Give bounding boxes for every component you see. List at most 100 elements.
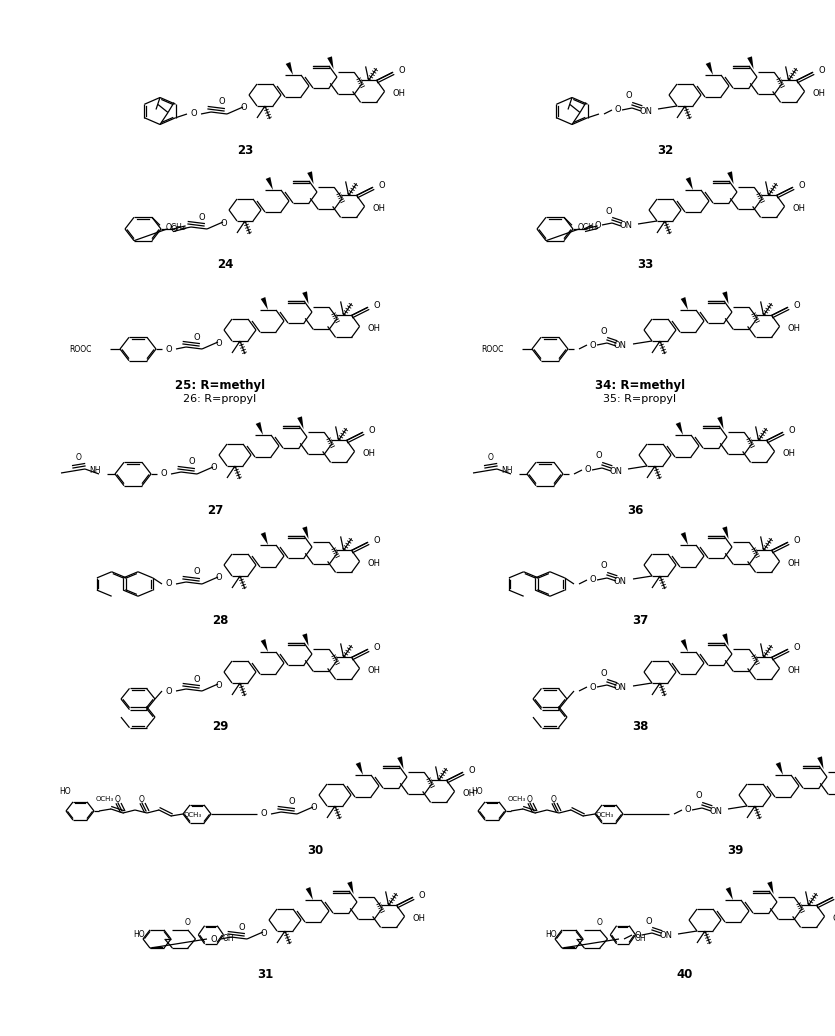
- Text: OH: OH: [367, 558, 381, 568]
- Text: 28: 28: [212, 613, 228, 627]
- Polygon shape: [717, 416, 724, 429]
- Text: O: O: [289, 798, 296, 806]
- Polygon shape: [261, 297, 268, 310]
- Text: O: O: [398, 66, 405, 75]
- Polygon shape: [747, 56, 754, 69]
- Text: O: O: [199, 212, 205, 222]
- Text: OH: OH: [367, 324, 381, 333]
- Text: NH: NH: [501, 466, 513, 474]
- Text: HO: HO: [472, 787, 483, 797]
- Text: O: O: [219, 97, 225, 107]
- Text: OH: OH: [463, 788, 476, 798]
- Text: O: O: [468, 766, 475, 775]
- Text: O: O: [600, 326, 607, 336]
- Text: 36: 36: [627, 503, 643, 517]
- Text: OCH₃: OCH₃: [96, 796, 114, 802]
- Text: O: O: [160, 469, 167, 479]
- Text: O: O: [793, 536, 800, 545]
- Text: 31: 31: [257, 969, 273, 981]
- Polygon shape: [302, 526, 309, 539]
- Text: O: O: [139, 795, 145, 804]
- Text: ROOC: ROOC: [69, 345, 92, 353]
- Text: OH: OH: [787, 666, 801, 674]
- Text: O: O: [685, 806, 691, 814]
- Text: O: O: [261, 809, 267, 818]
- Text: ON: ON: [614, 342, 627, 350]
- Text: O: O: [261, 928, 267, 938]
- Text: O: O: [645, 917, 652, 925]
- Text: O: O: [210, 934, 217, 944]
- Polygon shape: [726, 887, 733, 900]
- Polygon shape: [327, 56, 334, 69]
- Text: O: O: [788, 426, 795, 435]
- Text: O: O: [595, 452, 602, 460]
- Text: 32: 32: [657, 144, 673, 156]
- Text: O: O: [373, 300, 380, 310]
- Text: O: O: [210, 463, 217, 472]
- Text: 30: 30: [307, 843, 323, 857]
- Text: O: O: [239, 922, 245, 931]
- Text: O: O: [793, 300, 800, 310]
- Text: ROOC: ROOC: [482, 345, 504, 353]
- Polygon shape: [722, 291, 729, 305]
- Text: O: O: [190, 110, 197, 118]
- Text: O: O: [793, 643, 800, 652]
- Text: O: O: [590, 683, 596, 691]
- Text: ON: ON: [639, 107, 652, 115]
- Text: OH: OH: [812, 89, 826, 97]
- Text: O: O: [696, 792, 702, 801]
- Text: O: O: [418, 891, 425, 900]
- Text: O: O: [220, 219, 227, 228]
- Text: 34: R=methyl: 34: R=methyl: [595, 378, 685, 392]
- Text: ON: ON: [709, 806, 722, 815]
- Text: ON: ON: [659, 931, 672, 941]
- Text: O: O: [189, 458, 195, 466]
- Polygon shape: [397, 756, 403, 769]
- Text: OCH₃: OCH₃: [184, 812, 202, 817]
- Polygon shape: [302, 633, 309, 646]
- Text: 29: 29: [212, 720, 228, 733]
- Polygon shape: [681, 639, 688, 652]
- Polygon shape: [681, 297, 688, 310]
- Text: O: O: [311, 804, 317, 812]
- Text: O: O: [818, 66, 825, 75]
- Polygon shape: [776, 762, 783, 775]
- Text: O: O: [215, 339, 222, 347]
- Polygon shape: [297, 416, 304, 429]
- Text: HO: HO: [134, 930, 145, 940]
- Text: O: O: [165, 345, 172, 353]
- Text: 33: 33: [637, 259, 653, 271]
- Text: O: O: [590, 576, 596, 584]
- Text: O: O: [215, 681, 222, 690]
- Text: 23: 23: [237, 144, 253, 156]
- Text: O: O: [590, 341, 596, 349]
- Polygon shape: [347, 882, 353, 894]
- Polygon shape: [676, 422, 683, 435]
- Text: O: O: [605, 206, 612, 215]
- Text: 40: 40: [677, 969, 693, 981]
- Text: OCH₃: OCH₃: [578, 223, 598, 232]
- Text: O: O: [584, 465, 591, 474]
- Text: 25: R=methyl: 25: R=methyl: [175, 378, 265, 392]
- Text: O: O: [165, 579, 172, 588]
- Polygon shape: [706, 62, 713, 75]
- Text: O: O: [373, 643, 380, 652]
- Polygon shape: [266, 177, 273, 190]
- Text: O: O: [165, 687, 172, 695]
- Text: O: O: [194, 568, 200, 576]
- Text: O: O: [798, 181, 805, 190]
- Text: OCH₃: OCH₃: [596, 812, 614, 817]
- Text: ON: ON: [609, 466, 622, 476]
- Polygon shape: [681, 533, 688, 545]
- Polygon shape: [767, 882, 773, 894]
- Polygon shape: [722, 526, 729, 539]
- Text: HO: HO: [545, 930, 557, 940]
- Text: O: O: [595, 221, 601, 230]
- Text: 39: 39: [726, 843, 743, 857]
- Polygon shape: [722, 633, 729, 646]
- Text: O: O: [635, 930, 641, 940]
- Text: O: O: [373, 536, 380, 545]
- Polygon shape: [261, 639, 268, 652]
- Polygon shape: [302, 291, 309, 305]
- Text: OH: OH: [787, 324, 801, 333]
